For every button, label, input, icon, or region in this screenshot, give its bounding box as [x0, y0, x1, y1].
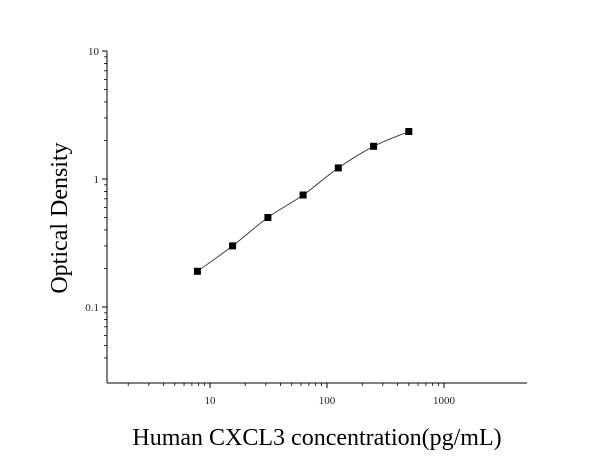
data-point: [370, 142, 378, 150]
data-point: [229, 242, 237, 250]
x-tick-label: 10: [205, 395, 217, 407]
data-point: [334, 164, 342, 172]
axes: [106, 51, 527, 384]
fit-curve: [197, 131, 409, 272]
data-point: [193, 267, 201, 275]
data-point: [264, 214, 272, 221]
data-points: [193, 128, 413, 275]
y-axis-title: Optical Density: [47, 142, 73, 293]
y-tick-label: 0.1: [85, 302, 99, 314]
fit-curve-group: [197, 131, 409, 272]
axis-ticks: 0.1 1 10 10 100 1000: [85, 46, 455, 407]
x-tick-label: 1000: [433, 395, 456, 407]
data-point: [405, 128, 413, 135]
data-point: [299, 191, 307, 199]
y-tick-label: 1: [94, 174, 100, 186]
x-axis-title: Human CXCL3 concentration(pg/mL): [132, 425, 501, 451]
x-tick-label: 100: [319, 395, 336, 407]
y-tick-label: 10: [88, 46, 100, 58]
